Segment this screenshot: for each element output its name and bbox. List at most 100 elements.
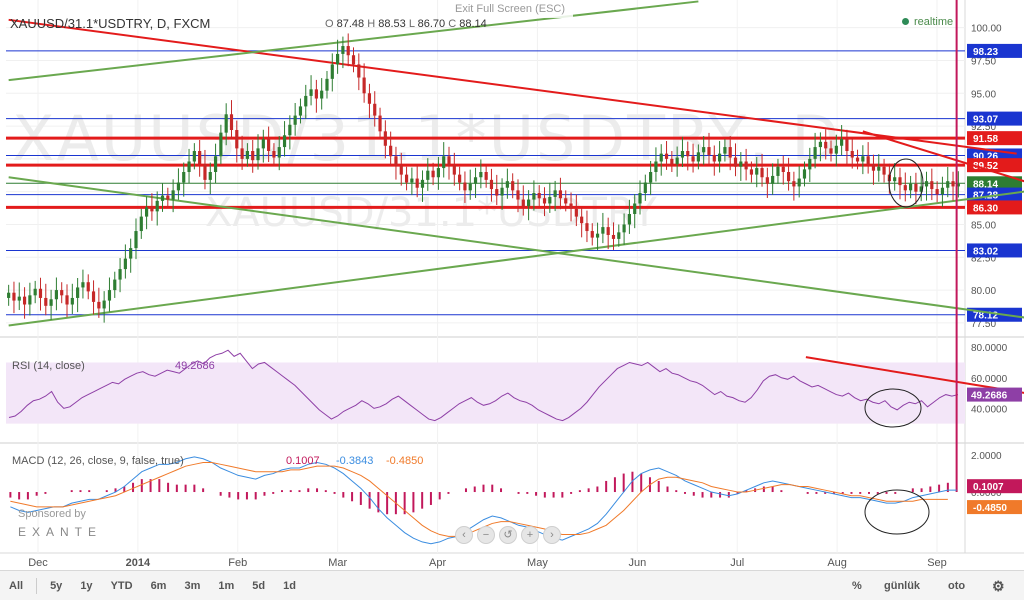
candle-body [309, 89, 313, 96]
scroll-left-icon[interactable]: ‹ [455, 526, 473, 544]
candle-body [824, 141, 828, 149]
candle-body [585, 223, 589, 232]
candle-body [187, 161, 191, 172]
candle-body [670, 158, 674, 165]
interval-button[interactable]: günlük [884, 580, 921, 592]
macd-value-tag [967, 500, 1022, 515]
chart-canvas[interactable]: 100.0097.5095.0092.5090.0087.5085.0082.5… [0, 0, 1024, 570]
range-5d-button[interactable]: 5d [252, 579, 266, 592]
annotation-ellipse [864, 388, 922, 428]
annotation-ellipse [864, 489, 930, 535]
scroll-right-icon[interactable]: › [543, 526, 561, 544]
candle-body [208, 172, 212, 180]
candle-body [558, 190, 563, 199]
candle-body [776, 166, 780, 176]
candle-body [12, 292, 16, 301]
candle-body [702, 147, 706, 153]
candle-body [38, 288, 43, 298]
candle-body [166, 195, 170, 200]
divider [36, 577, 38, 594]
range-all-button[interactable]: All [9, 579, 24, 592]
settings-gear-icon[interactable]: ⚙ [992, 578, 1005, 594]
trendline [862, 130, 1024, 183]
signal-value: -0.3843 [336, 455, 374, 467]
candle-body [537, 192, 541, 199]
candle-body [627, 213, 631, 225]
candle-body [282, 135, 287, 148]
candle-body [696, 152, 700, 162]
range-3m-button[interactable]: 3m [184, 579, 201, 592]
trendline [8, 0, 699, 82]
candle-body [765, 177, 769, 184]
candle-body [877, 166, 881, 171]
chart-nav-controls: ‹ − ↺ + › [455, 526, 561, 544]
candle-body [622, 224, 626, 233]
open-value: 87.48 [336, 18, 365, 30]
candle-body [245, 151, 249, 159]
range-1y-button[interactable]: 1y [80, 579, 93, 592]
candle-body [744, 161, 748, 170]
candle-body [914, 183, 918, 192]
candle-body [643, 182, 647, 193]
exit-fullscreen-button[interactable]: Exit Full Screen (ESC) [447, 0, 574, 18]
auto-scale-button[interactable]: oto [948, 580, 966, 592]
price-level-tag [967, 43, 1022, 58]
candle-body [17, 296, 21, 301]
candle-body [86, 282, 90, 292]
range-5y-button[interactable]: 5y [50, 579, 63, 592]
price-level-label: 98.23 [973, 47, 998, 58]
candle-body [903, 185, 907, 191]
price-level-tag [967, 131, 1022, 146]
range-6m-button[interactable]: 6m [150, 579, 167, 592]
rsi-tick-label: 60.0000 [971, 374, 1008, 385]
reset-icon[interactable]: ↺ [499, 526, 517, 544]
trendline [8, 18, 1017, 155]
percent-scale-button[interactable]: % [852, 580, 862, 592]
price-level-tag [967, 176, 1022, 191]
open-label: O [325, 18, 334, 30]
candle-body [617, 232, 621, 239]
candle-body [113, 279, 117, 291]
range-ytd-button[interactable]: YTD [110, 579, 133, 592]
range-1d-button[interactable]: 1d [283, 579, 296, 592]
x-tick-label: May [527, 557, 548, 569]
candle-body [404, 174, 409, 183]
sponsor-logo[interactable]: EXANTE [18, 525, 103, 539]
candle-body [808, 158, 812, 170]
price-level-label: 89.52 [973, 161, 998, 172]
candle-body [330, 64, 334, 79]
candle-body [426, 170, 430, 180]
range-1m-button[interactable]: 1m [218, 579, 235, 592]
candle-body [919, 186, 923, 192]
candle-body [893, 177, 897, 182]
candle-body [267, 139, 271, 152]
price-level-label: 83.02 [973, 246, 998, 257]
candle-body [845, 139, 849, 152]
candle-body [569, 203, 573, 209]
candle-body [198, 151, 202, 165]
candle-body [336, 53, 340, 65]
candle-body [718, 153, 722, 162]
candle-body [91, 291, 96, 302]
candle-body [500, 187, 504, 196]
candle-body [834, 145, 838, 154]
candle-body [76, 287, 80, 298]
zoom-out-icon[interactable]: − [477, 526, 495, 544]
rsi-value: 49.2686 [175, 360, 215, 372]
zoom-in-icon[interactable]: + [521, 526, 539, 544]
candle-body [675, 157, 679, 165]
candle-body [946, 181, 950, 188]
candle-body [712, 154, 716, 162]
candle-body [654, 161, 658, 172]
candle-body [633, 203, 637, 214]
candle-body [182, 172, 186, 183]
candle-body [410, 178, 414, 183]
candle-body [797, 178, 801, 187]
candle-body [22, 296, 27, 305]
candle-body [420, 179, 425, 188]
candle-body [840, 139, 844, 146]
candle-body [930, 181, 934, 190]
y-tick-label: 95.00 [971, 89, 996, 100]
price-level-tag [967, 200, 1022, 215]
